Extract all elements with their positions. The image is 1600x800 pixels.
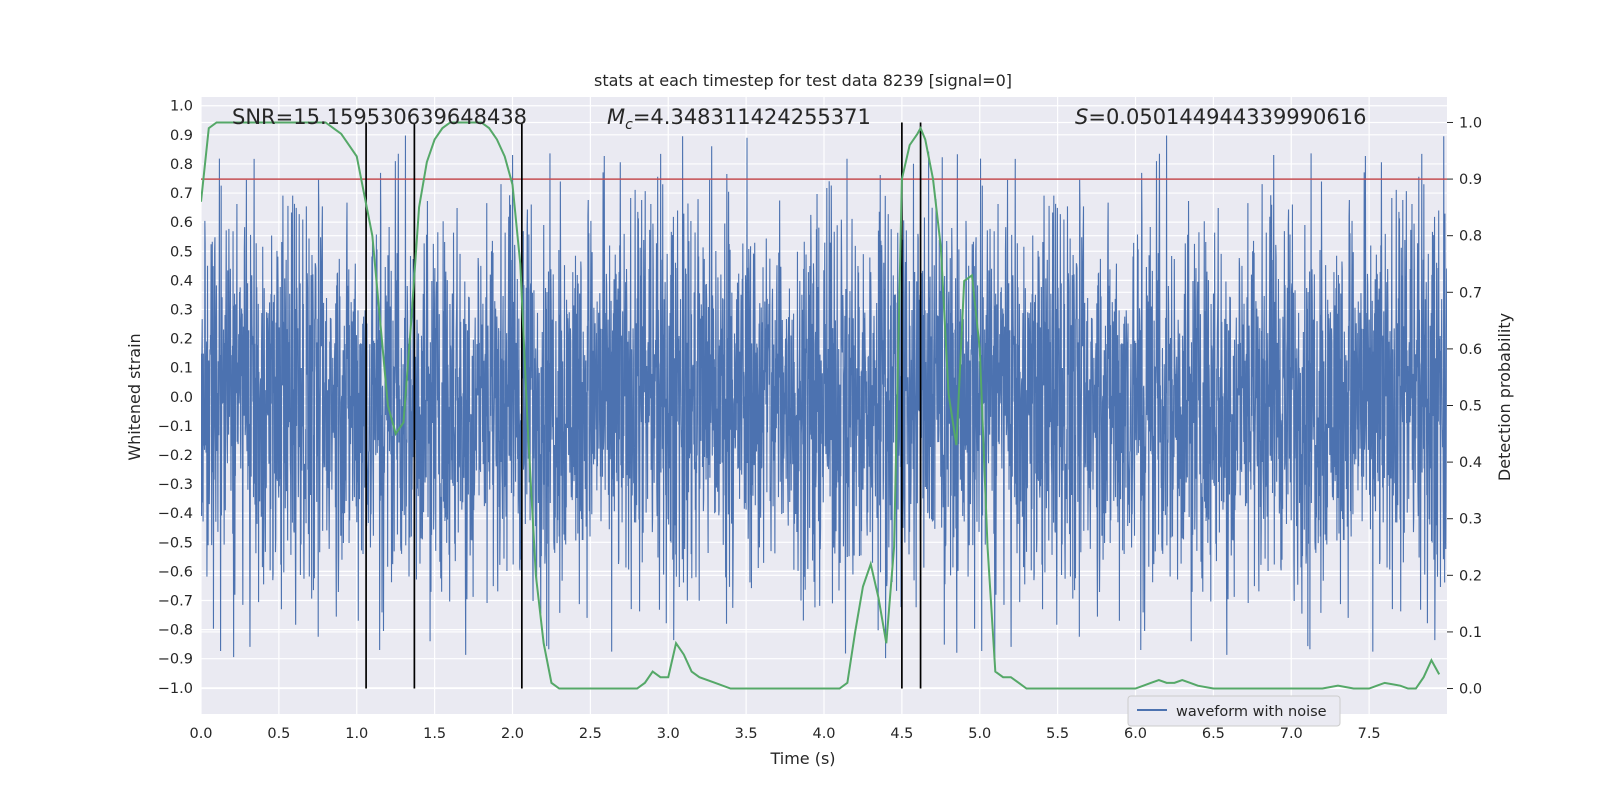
y-tick-right-4: 0.6 bbox=[1459, 342, 1482, 358]
chirp-mass-value: =4.348311424255371 bbox=[633, 105, 871, 129]
x-tick-12: 6.0 bbox=[1124, 726, 1147, 742]
s-symbol: S bbox=[1075, 105, 1088, 129]
snr-annotation: SNR=15.159530639648438 bbox=[232, 105, 527, 129]
y-tick-left-7: 0.3 bbox=[170, 302, 193, 318]
y-tick-left-1: 0.9 bbox=[170, 128, 193, 144]
y-tick-left-12: −0.2 bbox=[158, 448, 193, 464]
s-value: =0.050144944339990616 bbox=[1088, 105, 1366, 129]
y-tick-left-3: 0.7 bbox=[170, 186, 193, 202]
y-axis-label-right: Detection probability bbox=[1495, 313, 1514, 481]
x-tick-11: 5.5 bbox=[1046, 726, 1069, 742]
y-tick-right-9: 0.1 bbox=[1459, 625, 1482, 641]
y-tick-left-14: −0.4 bbox=[158, 506, 193, 522]
y-tick-right-5: 0.5 bbox=[1459, 399, 1482, 415]
legend: waveform with noise bbox=[1127, 695, 1341, 727]
legend-box bbox=[1127, 695, 1341, 727]
y-tick-left-8: 0.2 bbox=[170, 332, 193, 348]
chart-title: stats at each timestep for test data 823… bbox=[594, 71, 1012, 90]
legend-label-waveform: waveform with noise bbox=[1176, 704, 1327, 720]
y-tick-left-0: 1.0 bbox=[170, 99, 193, 115]
y-tick-right-6: 0.4 bbox=[1459, 455, 1482, 471]
y-tick-left-11: −0.1 bbox=[158, 419, 193, 435]
y-tick-left-13: −0.3 bbox=[158, 477, 193, 493]
x-tick-2: 1.0 bbox=[345, 726, 368, 742]
x-tick-14: 7.0 bbox=[1280, 726, 1303, 742]
y-tick-labels-right: 1.0 0.9 0.8 0.7 0.6 0.5 0.4 0.3 0.2 0.1 0.0 bbox=[1447, 115, 1482, 698]
x-tick-3: 1.5 bbox=[423, 726, 446, 742]
x-tick-7: 3.5 bbox=[735, 726, 758, 742]
x-tick-0: 0.0 bbox=[189, 726, 212, 742]
x-tick-9: 4.5 bbox=[890, 726, 913, 742]
x-tick-10: 5.0 bbox=[968, 726, 991, 742]
y-tick-left-2: 0.8 bbox=[170, 157, 193, 173]
y-tick-left-5: 0.5 bbox=[170, 244, 193, 260]
y-tick-right-0: 1.0 bbox=[1459, 115, 1482, 131]
x-tick-5: 2.5 bbox=[579, 726, 602, 742]
y-tick-left-17: −0.7 bbox=[158, 593, 193, 609]
detection-probability-series bbox=[201, 121, 1441, 690]
y-tick-right-8: 0.2 bbox=[1459, 568, 1482, 584]
y-tick-right-10: 0.0 bbox=[1459, 682, 1482, 698]
y-tick-left-9: 0.1 bbox=[170, 361, 193, 377]
y-tick-left-4: 0.6 bbox=[170, 215, 193, 231]
y-tick-right-1: 0.9 bbox=[1459, 172, 1482, 188]
y-tick-left-18: −0.8 bbox=[158, 623, 193, 639]
x-tick-8: 4.0 bbox=[812, 726, 835, 742]
y-tick-left-6: 0.4 bbox=[170, 273, 193, 289]
s-annotation: S=0.050144944339990616 bbox=[1075, 105, 1366, 129]
x-tick-4: 2.0 bbox=[501, 726, 524, 742]
y-tick-right-7: 0.3 bbox=[1459, 512, 1482, 528]
x-tick-15: 7.5 bbox=[1358, 726, 1381, 742]
chirp-mass-subscript: c bbox=[625, 117, 633, 133]
y-tick-left-10: 0.0 bbox=[170, 390, 193, 406]
x-tick-13: 6.5 bbox=[1202, 726, 1225, 742]
y-tick-left-16: −0.6 bbox=[158, 564, 193, 580]
x-tick-labels: 0.0 0.5 1.0 1.5 2.0 2.5 3.0 3.5 4.0 4.5 5.0 5.5 6.0 6… bbox=[189, 726, 1380, 742]
y-tick-left-15: −0.5 bbox=[158, 535, 193, 551]
x-tick-1: 0.5 bbox=[267, 726, 290, 742]
y-tick-right-2: 0.8 bbox=[1459, 229, 1482, 245]
y-axis-label-left: Whitened strain bbox=[125, 333, 144, 460]
y-tick-right-3: 0.7 bbox=[1459, 285, 1482, 301]
y-tick-left-19: −0.9 bbox=[158, 652, 193, 668]
chirp-mass-symbol: M bbox=[607, 105, 625, 129]
y-tick-labels-left: 1.0 0.9 0.8 0.7 0.6 0.5 0.4 0.3 0.2 0.1 0.0 −0.1 −0.… bbox=[158, 99, 193, 697]
chirp-mass-annotation: Mc=4.348311424255371 bbox=[607, 105, 871, 133]
x-axis-label: Time (s) bbox=[769, 749, 835, 768]
x-tick-6: 3.0 bbox=[657, 726, 680, 742]
y-tick-left-20: −1.0 bbox=[158, 681, 193, 697]
